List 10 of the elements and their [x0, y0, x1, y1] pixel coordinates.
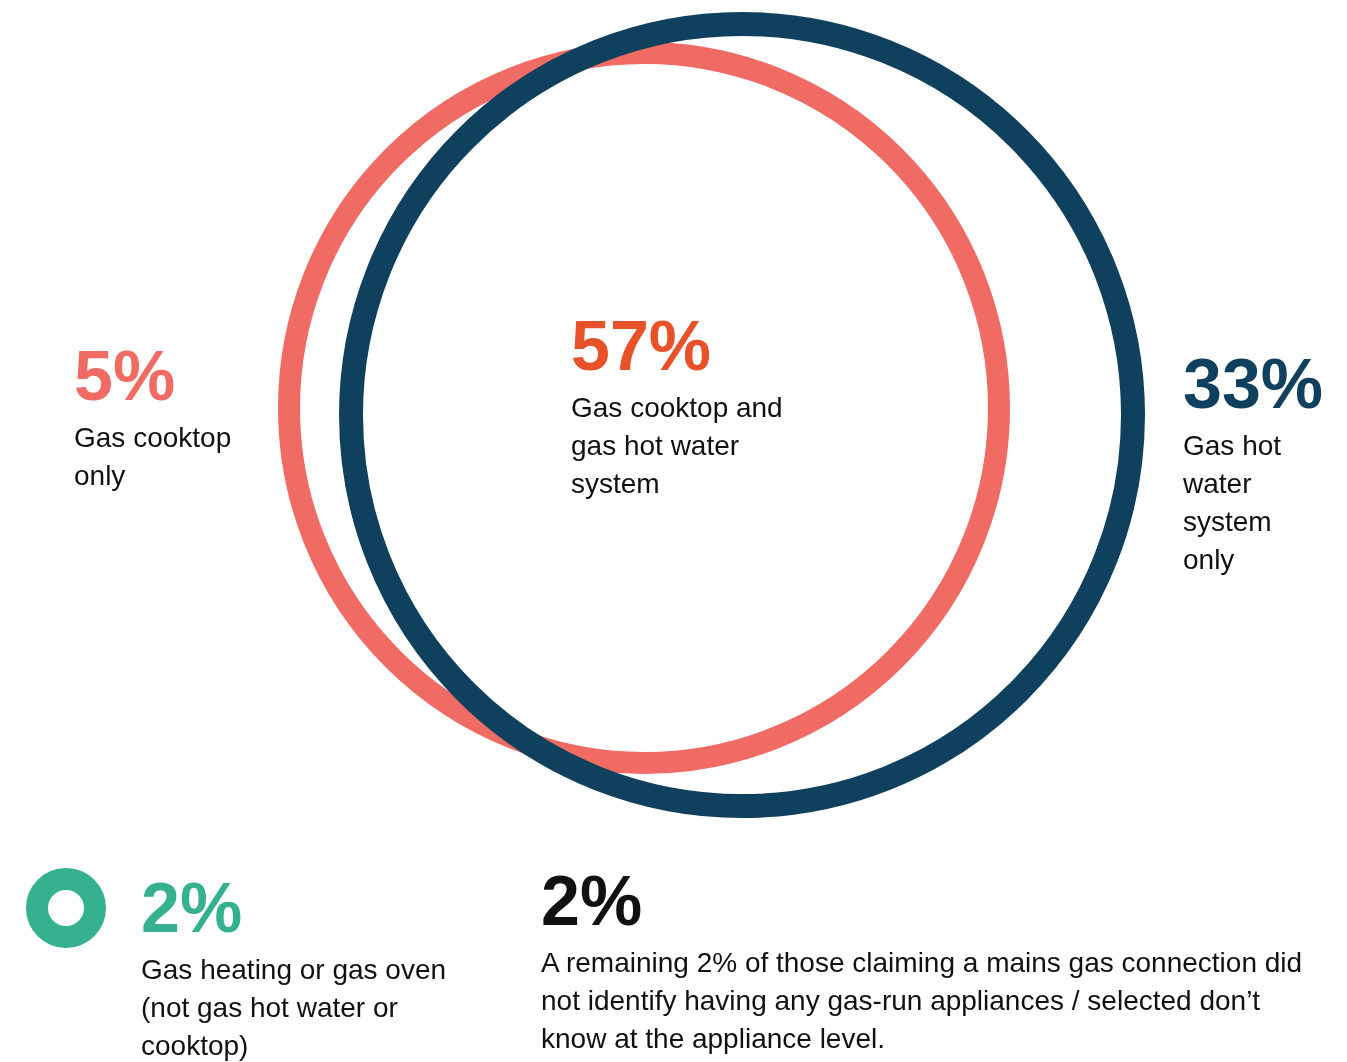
data-label: 2% [141, 869, 244, 947]
data-label: 57% [571, 307, 713, 385]
category-label: Gas cooktop and gas hot water system [571, 391, 784, 501]
data-label: 2% [541, 862, 644, 940]
category-label: Gas heating or gas oven (not gas hot water or cooktop) [141, 953, 448, 1062]
data-label: 33% [1183, 345, 1324, 423]
category-label: A remaining 2% of those claiming a mains gas connection did not identify having any gas-run appliances / selected don’t know at the appliance level. [541, 946, 1304, 1056]
category-label: Gas cooktop only [74, 421, 233, 493]
data-label: 5% [74, 337, 177, 415]
category-label: Gas hot water system only [1183, 429, 1283, 577]
